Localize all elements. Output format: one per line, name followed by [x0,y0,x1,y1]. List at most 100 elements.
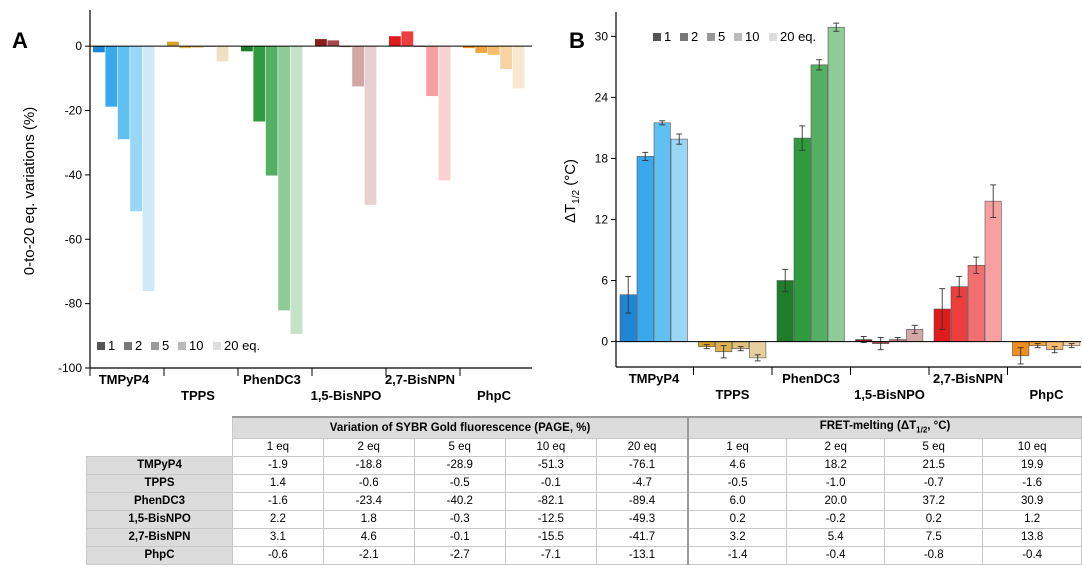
table-cell: 21.5 [884,456,984,476]
table-cell: -13.1 [595,546,689,566]
table-cell: -0.5 [687,474,788,494]
bar [142,46,155,292]
legend-label: 1 [108,338,115,353]
table-cell: 3.1 [232,528,324,548]
legend-label: 20 eq. [224,338,260,353]
bar [179,46,192,49]
table-cell: -7.1 [504,546,597,566]
table-header-row: 1 eq 2 eq 5 eq 10 eq 20 eq 1 eq 2 eq 5 e… [87,438,1082,458]
category-label: TMPyP4 [99,372,150,387]
y-tick-label: 0 [601,335,608,349]
bar [512,46,525,89]
y-tick-label: 12 [595,212,609,226]
table-cell: -1.6 [232,492,324,512]
table-cell: -0.3 [413,510,506,530]
table-cell: -49.3 [595,510,689,530]
bar [653,122,671,342]
bar [265,46,278,176]
legend-swatch [97,342,105,350]
panel-label: A [12,28,28,53]
legend-swatch [213,342,221,350]
table-cell: 4.6 [322,528,415,548]
y-tick-label: 30 [595,29,609,43]
category-label: TPPS [716,387,750,402]
legend-label: 20 eq. [780,29,816,44]
bar [241,46,253,52]
bar [487,46,500,55]
legend-label: 10 [189,338,203,353]
table-cell: -2.7 [413,546,506,566]
bar [389,36,401,47]
table-row: TPPS 1.4 -0.6 -0.5 -0.1 -4.7 -0.5 -1.0 -… [85,474,1082,494]
table-row: 1,5-BisNPO 2.2 1.8 -0.3 -12.5 -49.3 0.2 … [85,510,1082,530]
table-cell: 18.2 [786,456,886,476]
table-cell: -0.4 [786,546,886,566]
legend-swatch [151,342,159,350]
table-group-page: Variation of SYBR Gold fluorescence (PAG… [232,416,689,440]
bar [438,46,451,181]
category-label: 2,7-BisNPN [385,372,455,387]
legend-label: 5 [162,338,169,353]
table-cell: -0.1 [413,528,506,548]
table-row-label: TMPyP4 [85,456,234,476]
bar [463,46,475,49]
table-header: 5 eq [884,438,984,458]
table-header: 1 eq [232,438,324,458]
table-cell: 4.6 [687,456,788,476]
bar [290,46,303,334]
legend-swatch [707,33,715,41]
table-cell: -0.6 [322,474,415,494]
table-cell: 1.8 [322,510,415,530]
table-header: 5 eq [413,438,506,458]
bar [191,46,204,48]
data-table: Variation of SYBR Gold fluorescence (PAG… [85,416,1082,566]
category-label: PhpC [477,388,512,403]
y-axis-label: ΔT1/2 (°C) [562,159,582,223]
legend-swatch [124,342,132,350]
table-cell: -1.9 [232,456,324,476]
legend-swatch [653,33,661,41]
chart-b: B0612182430TMPyP4TPPSPhenDC31,5-BisNPO2,… [562,12,1081,402]
table-cell: -12.5 [504,510,597,530]
y-tick-label: 6 [601,274,608,288]
bar [278,46,290,311]
bar [93,46,105,53]
table-group-row: Variation of SYBR Gold fluorescence (PAG… [87,416,1082,440]
category-label: PhenDC3 [243,372,301,387]
table-cell: 6.0 [687,492,788,512]
bar [253,46,266,122]
table-cell: -89.4 [595,492,689,512]
legend-label: 1 [664,29,671,44]
legend-swatch [734,33,742,41]
bar [117,46,130,140]
category-label: 1,5-BisNPO [311,388,382,403]
legend-swatch [680,33,688,41]
table-header: 20 eq [595,438,689,458]
chart-a: A 0 -20 -40 -60 -80 -100 TMPyP4 TPPS PhenDC3 1,5-B… [12,10,532,403]
bar [167,41,179,47]
bar [401,31,414,47]
table-cell: -0.1 [504,474,597,494]
table-cell: -1.6 [982,474,1082,494]
table-cell: -2.1 [322,546,415,566]
bar [130,46,142,212]
legend-label: 5 [718,29,725,44]
table-row: TMPyP4 -1.9 -18.8 -28.9 -51.3 -76.1 4.6 … [85,456,1082,476]
table-cell: -4.7 [595,474,689,494]
table-header: 2 eq [322,438,415,458]
table-header-blank [87,439,233,457]
category-label: 1,5-BisNPO [854,387,925,402]
table-row-label: PhpC [85,546,234,566]
bar [500,46,512,70]
y-tick-label: 0 [75,39,82,53]
table-cell: -41.7 [595,528,689,548]
bar [352,46,364,87]
category-label: 2,7-BisNPN [933,371,1003,386]
legend-label: 2 [691,29,698,44]
legend-swatch [769,33,777,41]
y-axis-label: 0-to-20 eq. variations (%) [21,107,38,275]
table-cell: -0.6 [232,546,324,566]
bar [327,40,340,47]
bar [984,200,1002,342]
category-label: TMPyP4 [629,371,680,386]
